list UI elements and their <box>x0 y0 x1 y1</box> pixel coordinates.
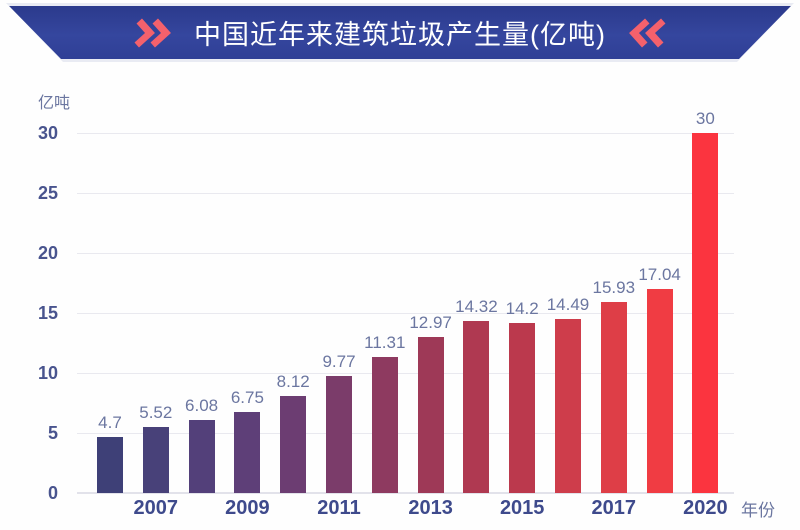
bar <box>646 288 673 493</box>
gridline <box>77 133 734 134</box>
bar-value-label: 9.77 <box>322 351 356 371</box>
y-tick-label: 5 <box>47 423 58 443</box>
gridline <box>77 433 734 434</box>
bar <box>555 319 581 493</box>
x-axis-unit-label: 年份 <box>741 501 775 520</box>
bar <box>280 395 307 493</box>
bar <box>509 322 536 493</box>
y-tick-label: 15 <box>37 303 58 323</box>
title-banner-inner: 中国近年来建筑垃圾产生量(亿吨) <box>9 6 791 59</box>
y-axis-unit-label: 亿吨 <box>38 95 71 112</box>
x-tick-label: 2017 <box>591 497 637 519</box>
double-chevron-left-icon <box>626 18 667 48</box>
x-tick-label: 2020 <box>683 497 728 519</box>
plot-area: 4.7 5.52 6.08 6.75 8.12 9.77 11.31 12.97 14.32 14… <box>77 109 734 519</box>
x-tick-label: 2011 <box>317 497 361 519</box>
bar <box>188 420 215 493</box>
bar <box>692 133 719 493</box>
bar-value-label: 6.08 <box>185 396 219 416</box>
bar <box>463 321 490 493</box>
bar-value-label: 8.12 <box>276 371 310 391</box>
x-axis-line <box>77 492 734 494</box>
x-tick-label: 2015 <box>499 497 545 519</box>
y-tick-label: 25 <box>37 183 58 203</box>
gridline <box>77 373 734 374</box>
bar <box>234 412 261 493</box>
bar-value-label: 11.31 <box>364 333 406 353</box>
bar-value-label: 5.52 <box>139 402 173 422</box>
x-tick-label: 2007 <box>133 497 179 519</box>
bar <box>142 426 169 493</box>
bar <box>371 357 398 493</box>
bar-value-label: 12.97 <box>409 313 452 333</box>
gridline <box>77 193 734 194</box>
gridline <box>77 253 734 254</box>
y-tick-label: 20 <box>37 243 58 263</box>
bar <box>326 375 352 493</box>
bar <box>417 337 444 493</box>
bar <box>600 301 627 493</box>
page-title: 中国近年来建筑垃圾产生量(亿吨) <box>194 20 606 50</box>
bar-value-label: 4.7 <box>98 412 122 432</box>
double-chevron-right-icon <box>132 18 173 48</box>
bar-value-label: 14.2 <box>505 298 539 318</box>
bar-value-label: 15.93 <box>592 277 636 297</box>
y-tick-label: 10 <box>37 363 58 383</box>
bar-value-label: 14.32 <box>455 297 498 317</box>
bar-value-label: 30 <box>695 109 715 128</box>
x-tick-label: 2013 <box>408 497 453 519</box>
bar-value-label: 14.49 <box>546 295 590 315</box>
gridline <box>77 313 734 314</box>
y-tick-label: 0 <box>47 483 58 503</box>
x-tick-label: 2009 <box>225 497 270 519</box>
bar-value-label: 17.04 <box>638 264 681 284</box>
title-banner: 中国近年来建筑垃圾产生量(亿吨) <box>6 3 794 62</box>
bar-value-label: 6.75 <box>230 388 264 407</box>
bar <box>97 436 123 493</box>
y-tick-label: 30 <box>37 123 58 143</box>
